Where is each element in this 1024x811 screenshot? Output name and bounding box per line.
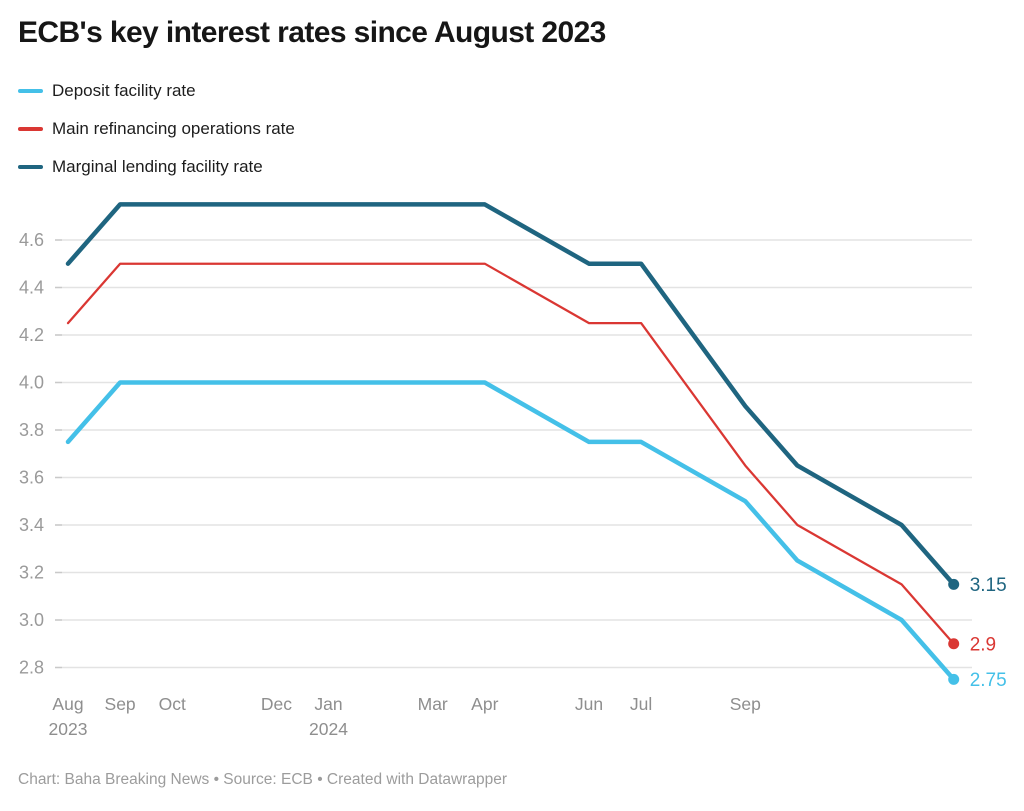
legend-item-refi: Main refinancing operations rate <box>18 118 295 140</box>
chart-title: ECB's key interest rates since August 20… <box>18 16 606 49</box>
legend: Deposit facility rate Main refinancing op… <box>18 80 295 194</box>
y-axis-tick-label: 3.2 <box>19 563 44 583</box>
legend-swatch-marginal <box>18 165 43 169</box>
series-line-marginal <box>65 202 956 587</box>
x-axis-tick-label: Dec <box>261 694 292 714</box>
y-axis-tick-label: 4.4 <box>19 278 44 298</box>
legend-item-marginal: Marginal lending facility rate <box>18 156 295 178</box>
y-axis-tick-label: 3.0 <box>19 610 44 630</box>
y-axis-tick-label: 4.0 <box>19 373 44 393</box>
x-axis-tick-label: Sep <box>730 694 761 714</box>
series-line-refi <box>66 262 955 645</box>
series-end-dot-refi <box>948 638 960 650</box>
y-axis-tick-label: 4.2 <box>19 325 44 345</box>
legend-label: Marginal lending facility rate <box>52 157 263 176</box>
series-line-deposit <box>65 380 956 682</box>
x-axis-tick-label: Sep <box>105 694 136 714</box>
series-end-dot-marginal <box>948 578 960 590</box>
y-axis-tick-label: 2.8 <box>19 658 44 678</box>
series-end-value-label-marginal: 3.15 <box>970 575 1007 596</box>
x-axis-tick-label: Oct <box>159 694 186 714</box>
legend-item-deposit: Deposit facility rate <box>18 80 295 102</box>
legend-swatch-refi <box>18 127 43 131</box>
series-end-dot-deposit <box>948 673 960 685</box>
x-axis-tick-label: Mar <box>418 694 448 714</box>
x-axis-tick-label: Apr <box>471 694 498 714</box>
x-axis-tick-year-label: 2023 <box>49 719 88 739</box>
attribution-footer: Chart: Baha Breaking News • Source: ECB … <box>18 771 507 788</box>
series-end-value-label-refi: 2.9 <box>970 634 996 655</box>
y-axis-tick-label: 3.6 <box>19 468 44 488</box>
x-axis-tick-label: Jul <box>630 694 652 714</box>
legend-label: Deposit facility rate <box>52 81 196 100</box>
legend-label: Main refinancing operations rate <box>52 119 295 138</box>
y-axis-tick-label: 3.8 <box>19 420 44 440</box>
x-axis-tick-label: Aug <box>52 694 83 714</box>
x-axis-tick-label: Jan <box>314 694 342 714</box>
y-axis-tick-label: 4.6 <box>19 230 44 250</box>
series-end-value-label-deposit: 2.75 <box>970 670 1007 691</box>
x-axis-tick-year-label: 2024 <box>309 719 348 739</box>
legend-swatch-deposit <box>18 89 43 93</box>
x-axis-tick-label: Jun <box>575 694 603 714</box>
y-axis-tick-label: 3.4 <box>19 515 44 535</box>
